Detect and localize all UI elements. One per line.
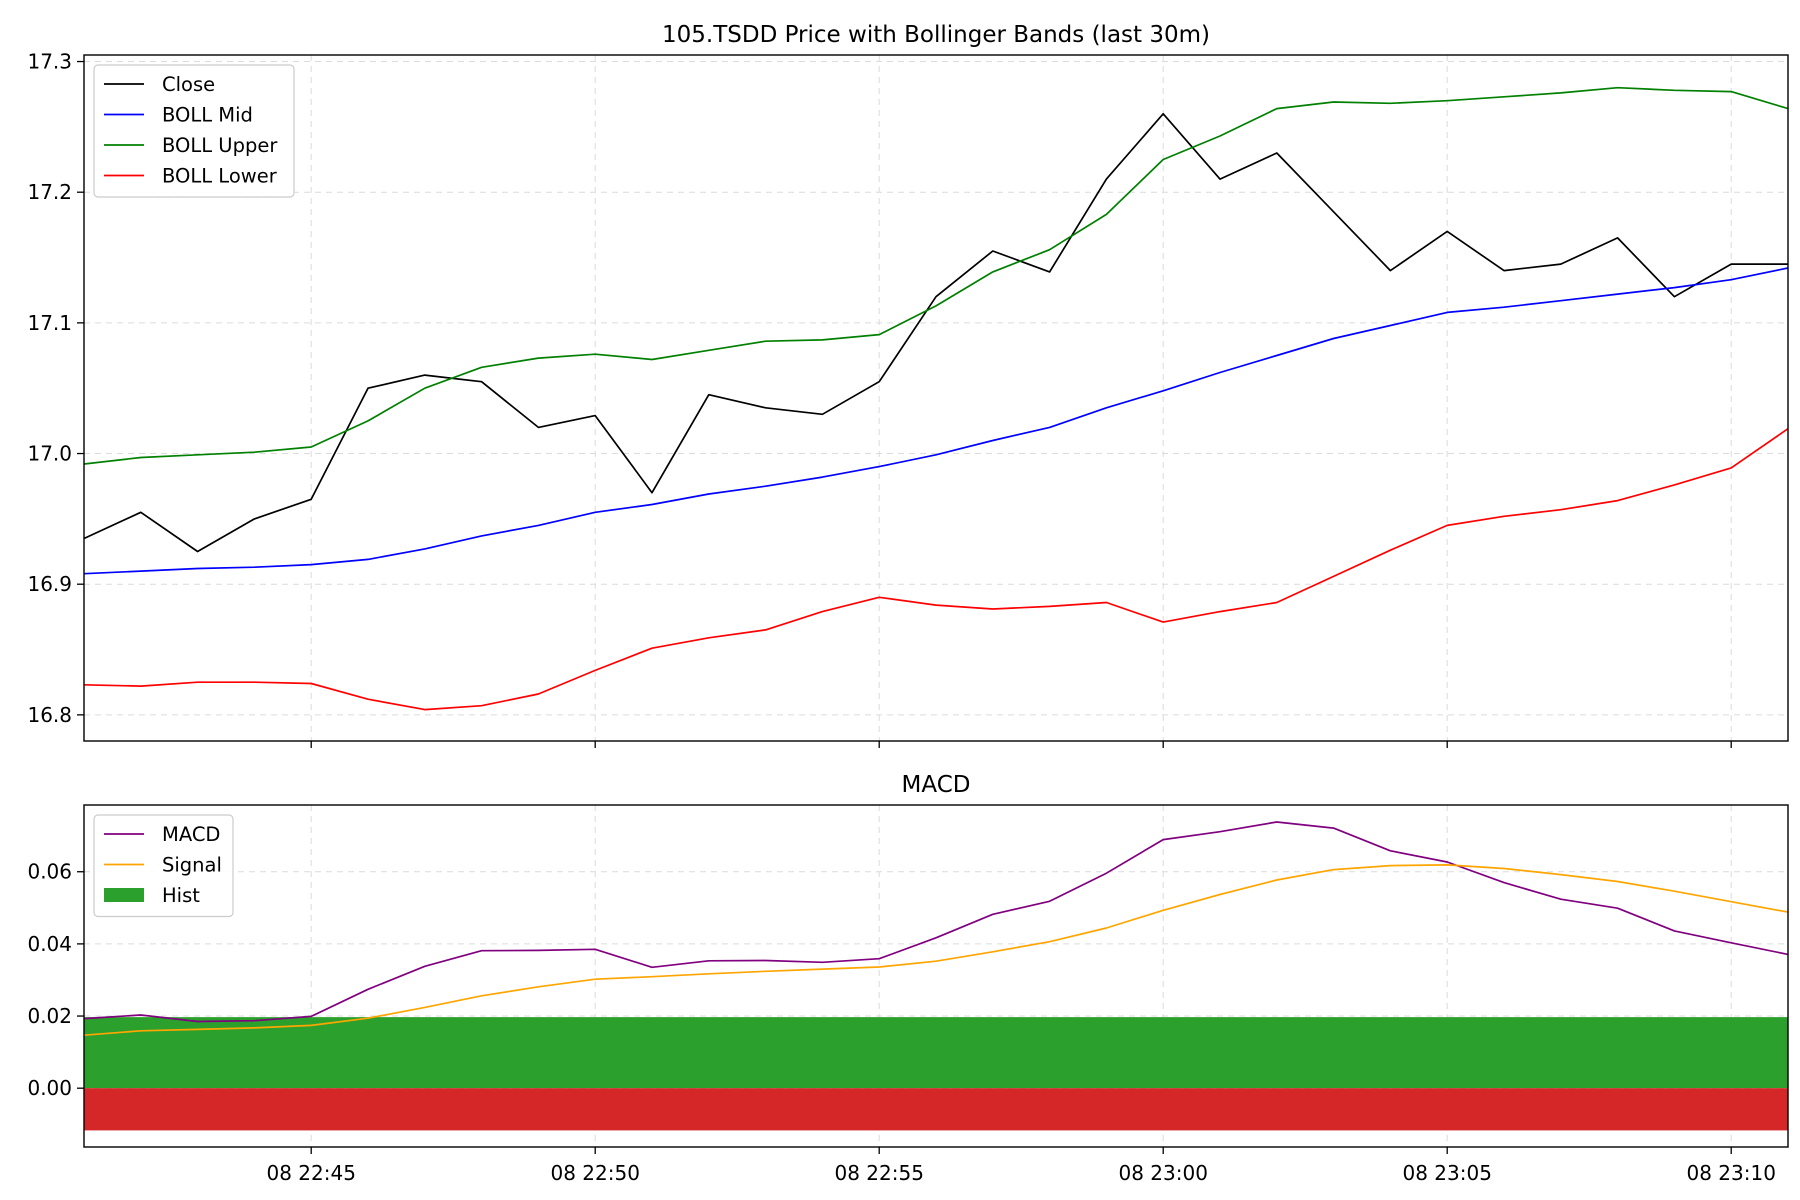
series-line-boll-lower — [83, 428, 1789, 711]
y-tick-label: 17.1 — [27, 311, 72, 335]
series-line-close — [83, 112, 1788, 553]
macd-series — [83, 821, 1789, 1037]
y-tick-label: 0.06 — [27, 860, 72, 884]
legend-label: MACD — [162, 823, 220, 846]
legend-label: Close — [162, 73, 215, 96]
y-tick-label: 16.8 — [27, 703, 72, 727]
price-chart-title: 105.TSDD Price with Bollinger Bands (las… — [662, 22, 1210, 48]
hist-positive-bar — [84, 1017, 1788, 1089]
macd-chart-title: MACD — [902, 772, 971, 798]
y-tick-label: 0.00 — [27, 1076, 72, 1100]
x-tick-label: 08 22:50 — [550, 1161, 639, 1185]
x-tick-label: 08 23:05 — [1402, 1161, 1491, 1185]
x-tick-label: 08 22:45 — [266, 1161, 355, 1185]
hist-negative-bar — [84, 1088, 1788, 1131]
series-line-boll-upper — [83, 86, 1789, 465]
price-grid — [84, 55, 1788, 741]
y-tick-label: 17.0 — [27, 442, 72, 466]
price-axes-frame — [83, 54, 1789, 742]
x-tick-label: 08 22:55 — [834, 1161, 923, 1185]
legend-label: BOLL Mid — [162, 104, 253, 127]
macd-histogram — [84, 1017, 1788, 1131]
y-tick-label: 17.2 — [27, 180, 72, 204]
y-tick-label: 0.02 — [27, 1004, 72, 1028]
legend-box — [93, 64, 295, 198]
legend-swatch — [104, 888, 144, 902]
series-line-signal — [83, 864, 1789, 1037]
legend-label: BOLL Upper — [162, 134, 278, 157]
y-tick-label: 16.9 — [27, 572, 72, 596]
series-line-macd — [83, 821, 1789, 1023]
price-y-axis: 16.8 16.9 17.0 17.1 17.2 17.3 — [27, 50, 84, 727]
macd-legend: MACD Signal Hist — [93, 814, 234, 918]
legend-label: BOLL Lower — [162, 165, 278, 188]
y-tick-label: 17.3 — [27, 50, 72, 74]
legend-label: Signal — [162, 854, 222, 877]
macd-y-axis: 0.00 0.02 0.04 0.06 — [27, 860, 84, 1100]
series-line-boll-mid — [83, 267, 1789, 575]
macd-axes-frame — [83, 804, 1789, 1148]
x-tick-label: 08 23:00 — [1118, 1161, 1207, 1185]
price-legend: Close BOLL Mid BOLL Upper BOLL Lower — [93, 64, 295, 198]
legend-label: Hist — [162, 884, 200, 907]
x-tick-label: 08 23:10 — [1686, 1161, 1775, 1185]
macd-x-axis: 08 22:45 08 22:50 08 22:55 08 23:00 08 23:05… — [266, 1147, 1776, 1185]
price-panel: 105.TSDD Price with Bollinger Bands (las… — [27, 22, 1789, 748]
macd-panel: MACD 0.000.020.040.06 08 22:45 08 22:50 08… — [27, 772, 1789, 1185]
price-series — [83, 86, 1789, 711]
price-x-ticks — [310, 741, 1732, 748]
y-tick-label: 0.04 — [27, 932, 72, 956]
